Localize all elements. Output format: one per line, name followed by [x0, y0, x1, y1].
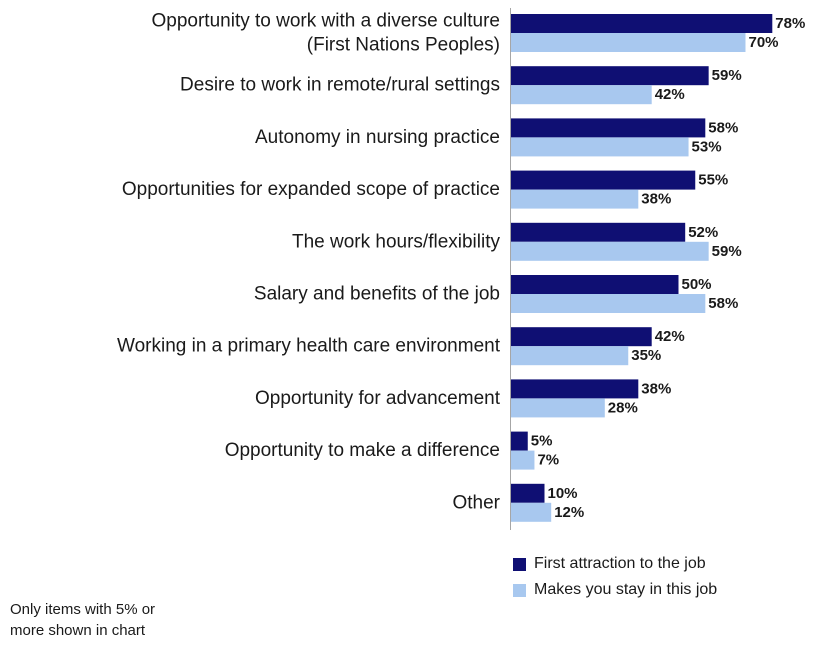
bar-chart: Opportunity to work with a diverse cultu… — [117, 8, 805, 530]
category-label: The work hours/flexibility — [292, 231, 501, 252]
data-label: 70% — [749, 34, 779, 51]
footnote-line: Only items with 5% or — [10, 601, 156, 618]
data-label: 42% — [655, 86, 685, 103]
data-label: 52% — [688, 224, 718, 241]
data-label: 38% — [641, 191, 671, 208]
footnote: Only items with 5% or more shown in char… — [10, 599, 230, 641]
bar-first-attraction — [511, 483, 545, 503]
footnote-line: more shown in chart — [10, 622, 146, 639]
data-label: 59% — [712, 67, 742, 84]
legend: First attraction to the job Makes you st… — [513, 551, 717, 603]
bar-makes-you-stay — [511, 33, 746, 52]
bar-first-attraction — [511, 118, 706, 138]
legend-swatch — [513, 583, 526, 597]
category-label: Desire to work in remote/rural settings — [180, 75, 500, 96]
category-label: Other — [452, 492, 500, 513]
data-label: 5% — [531, 433, 553, 450]
legend-label: Makes you stay in this job — [534, 581, 718, 598]
category-label: Opportunities for expanded scope of prac… — [122, 179, 500, 200]
category-label: Salary and benefits of the job — [254, 284, 500, 305]
bar-first-attraction — [511, 431, 528, 451]
legend-item-stay: Makes you stay in this job — [513, 577, 717, 603]
bar-makes-you-stay — [511, 502, 552, 522]
data-label: 38% — [641, 380, 671, 397]
data-label: 10% — [548, 485, 578, 502]
category-label: Opportunity to make a difference — [225, 440, 500, 461]
plot-area: Opportunity to work with a diverse cultu… — [117, 11, 805, 522]
bar-first-attraction — [511, 275, 679, 294]
bar-makes-you-stay — [511, 241, 709, 261]
data-label: 58% — [708, 295, 738, 312]
data-label: 53% — [692, 138, 722, 155]
bar-first-attraction — [511, 170, 696, 190]
bar-makes-you-stay — [511, 137, 689, 157]
bar-first-attraction — [511, 66, 709, 86]
bar-makes-you-stay — [511, 294, 706, 313]
data-label: 42% — [655, 328, 685, 345]
bar-makes-you-stay — [511, 398, 605, 418]
category-label: Working in a primary health care environ… — [117, 336, 501, 357]
bar-first-attraction — [511, 327, 652, 347]
legend-label: First attraction to the job — [534, 555, 706, 572]
data-label: 28% — [608, 399, 638, 416]
bar-makes-you-stay — [511, 346, 629, 366]
legend-swatch — [513, 557, 526, 571]
bar-first-attraction — [511, 222, 686, 242]
data-label: 35% — [631, 347, 661, 364]
data-label: 50% — [682, 276, 712, 293]
data-label: 55% — [698, 172, 728, 189]
legend-item-first-attraction: First attraction to the job — [513, 551, 717, 577]
category-label: (First Nations Peoples) — [307, 35, 500, 56]
data-label: 12% — [554, 504, 584, 521]
bar-makes-you-stay — [511, 450, 535, 470]
category-label: Opportunity for advancement — [255, 388, 501, 409]
category-label: Opportunity to work with a diverse cultu… — [152, 11, 501, 32]
data-label: 58% — [708, 119, 738, 136]
bar-makes-you-stay — [511, 85, 652, 105]
bar-makes-you-stay — [511, 189, 639, 209]
category-label: Autonomy in nursing practice — [255, 127, 500, 148]
bar-first-attraction — [511, 379, 639, 399]
data-label: 59% — [712, 243, 742, 260]
bar-first-attraction — [511, 14, 773, 33]
data-label: 78% — [775, 15, 805, 32]
data-label: 7% — [537, 452, 559, 469]
